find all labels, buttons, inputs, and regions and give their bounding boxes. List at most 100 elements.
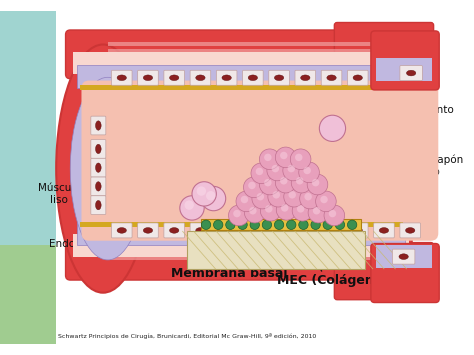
FancyBboxPatch shape	[91, 116, 106, 135]
Text: 1. Adhesión
Plaquetas: 1. Adhesión Plaquetas	[121, 160, 204, 201]
Circle shape	[252, 188, 273, 209]
Ellipse shape	[117, 228, 127, 233]
Circle shape	[273, 191, 280, 198]
FancyBboxPatch shape	[216, 223, 237, 238]
FancyBboxPatch shape	[108, 250, 398, 254]
FancyBboxPatch shape	[77, 65, 405, 88]
Ellipse shape	[170, 228, 179, 233]
Circle shape	[259, 149, 280, 170]
FancyBboxPatch shape	[374, 223, 394, 238]
FancyBboxPatch shape	[201, 219, 361, 230]
FancyBboxPatch shape	[392, 249, 415, 264]
FancyBboxPatch shape	[77, 222, 405, 245]
Circle shape	[323, 220, 332, 229]
FancyBboxPatch shape	[376, 58, 432, 81]
Ellipse shape	[399, 254, 408, 260]
FancyBboxPatch shape	[0, 11, 56, 344]
Circle shape	[324, 205, 345, 226]
Circle shape	[264, 154, 272, 161]
Ellipse shape	[222, 75, 231, 81]
Ellipse shape	[406, 70, 416, 76]
Circle shape	[280, 177, 288, 185]
Ellipse shape	[353, 75, 363, 81]
FancyBboxPatch shape	[371, 244, 439, 302]
Ellipse shape	[96, 163, 101, 172]
FancyBboxPatch shape	[321, 70, 342, 85]
Circle shape	[292, 201, 313, 221]
FancyBboxPatch shape	[190, 223, 211, 238]
FancyBboxPatch shape	[91, 196, 106, 214]
FancyBboxPatch shape	[73, 234, 409, 257]
FancyBboxPatch shape	[400, 223, 420, 238]
Ellipse shape	[406, 228, 415, 233]
Text: Músculo
liso: Músculo liso	[37, 183, 81, 205]
FancyBboxPatch shape	[187, 231, 365, 269]
Ellipse shape	[274, 228, 284, 233]
FancyBboxPatch shape	[376, 245, 432, 268]
FancyBboxPatch shape	[65, 231, 412, 280]
Circle shape	[307, 174, 328, 195]
FancyBboxPatch shape	[108, 42, 398, 46]
Ellipse shape	[327, 228, 336, 233]
Circle shape	[228, 205, 249, 226]
FancyBboxPatch shape	[164, 70, 184, 85]
FancyBboxPatch shape	[269, 223, 290, 238]
Ellipse shape	[301, 228, 310, 233]
FancyBboxPatch shape	[295, 70, 316, 85]
FancyBboxPatch shape	[111, 223, 132, 238]
Circle shape	[316, 191, 336, 212]
Circle shape	[272, 165, 279, 172]
Text: vWF: vWF	[209, 211, 231, 220]
Circle shape	[304, 193, 312, 201]
Circle shape	[267, 160, 288, 181]
Circle shape	[238, 220, 247, 229]
FancyBboxPatch shape	[73, 51, 409, 74]
Ellipse shape	[379, 228, 389, 233]
Text: 3. Liberación
T x A₂, ADP: 3. Liberación T x A₂, ADP	[227, 111, 294, 132]
Ellipse shape	[248, 75, 257, 81]
Text: Membrana basal: Membrana basal	[171, 267, 288, 280]
Ellipse shape	[96, 144, 101, 154]
Circle shape	[312, 179, 319, 186]
Text: 4. Reclutamiento: 4. Reclutamiento	[337, 105, 454, 133]
FancyBboxPatch shape	[334, 242, 434, 300]
Text: 2. Cambio de forma: 2. Cambio de forma	[136, 137, 239, 181]
Circle shape	[281, 204, 289, 212]
Circle shape	[201, 186, 226, 211]
FancyBboxPatch shape	[347, 70, 368, 85]
Circle shape	[265, 205, 273, 213]
FancyBboxPatch shape	[108, 55, 398, 59]
Ellipse shape	[327, 75, 336, 81]
FancyBboxPatch shape	[347, 223, 368, 238]
Circle shape	[335, 220, 345, 229]
FancyBboxPatch shape	[108, 244, 398, 247]
Ellipse shape	[96, 121, 101, 130]
Circle shape	[320, 196, 328, 203]
Circle shape	[262, 220, 272, 229]
Ellipse shape	[353, 228, 363, 233]
FancyBboxPatch shape	[111, 70, 132, 85]
Circle shape	[213, 220, 223, 229]
Ellipse shape	[274, 75, 284, 81]
FancyBboxPatch shape	[82, 81, 438, 241]
FancyBboxPatch shape	[91, 177, 106, 196]
Ellipse shape	[170, 75, 179, 81]
Circle shape	[248, 182, 255, 189]
FancyBboxPatch shape	[243, 223, 263, 238]
Circle shape	[284, 186, 304, 207]
FancyBboxPatch shape	[137, 70, 158, 85]
Circle shape	[297, 205, 304, 213]
Circle shape	[226, 220, 235, 229]
Ellipse shape	[96, 182, 101, 191]
Ellipse shape	[117, 75, 127, 81]
Circle shape	[283, 160, 303, 181]
Circle shape	[244, 177, 264, 198]
FancyBboxPatch shape	[108, 257, 398, 260]
Circle shape	[245, 202, 265, 223]
Circle shape	[206, 191, 215, 201]
Circle shape	[319, 115, 346, 141]
Ellipse shape	[301, 75, 310, 81]
FancyBboxPatch shape	[91, 140, 106, 158]
Circle shape	[201, 220, 211, 229]
Circle shape	[233, 210, 241, 217]
